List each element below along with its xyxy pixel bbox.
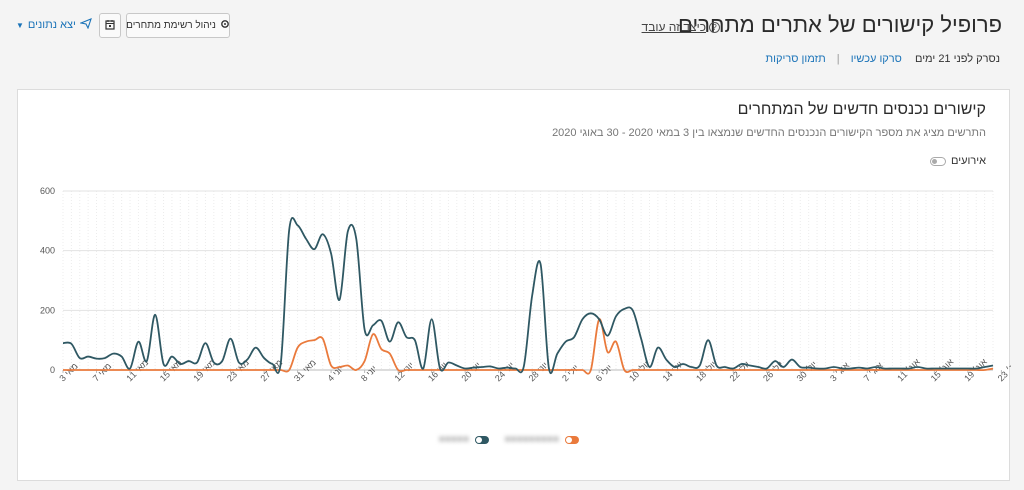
- export-label: יצא נתונים: [27, 19, 76, 31]
- x-tick-label: יולי 6: [594, 363, 615, 384]
- calendar-button[interactable]: [99, 13, 121, 38]
- how-it-works-label: כיצד זה עובד: [641, 20, 706, 34]
- legend-item-orange[interactable]: ■■■■■■■■■: [505, 434, 579, 445]
- manage-competitors-button[interactable]: ניהול רשימת מתחרים: [126, 13, 230, 38]
- legend-label-dark: ■■■■■: [438, 434, 469, 445]
- events-switch: [930, 156, 946, 166]
- y-tick-label: 200: [40, 305, 55, 315]
- events-toggle[interactable]: אירועים: [930, 155, 986, 167]
- calendar-icon: [105, 17, 115, 35]
- page-title: פרופיל קישורים של אתרים מתחרים: [678, 12, 1002, 37]
- x-tick-label: יוני 16: [426, 360, 449, 383]
- x-tick-label: יוני 28: [527, 360, 550, 383]
- y-tick-label: 600: [40, 186, 55, 196]
- how-it-works-link[interactable]: ?כיצד זה עובד: [642, 20, 720, 34]
- crawled-ago-label: נסרק לפני 21 ימים: [914, 53, 1000, 65]
- x-tick-label: אוג׳ 3: [828, 360, 851, 383]
- x-tick-label: יוני 12: [392, 360, 415, 383]
- x-tick-label: יולי 2: [560, 363, 581, 384]
- legend-label-orange: ■■■■■■■■■: [504, 434, 559, 445]
- x-tick-label: יולי 22: [728, 359, 752, 383]
- events-label: אירועים: [951, 155, 986, 167]
- divider: |: [836, 53, 840, 65]
- x-tick-label: אוג׳ 23: [996, 356, 1011, 383]
- schedule-crawls-link[interactable]: תזמון סריקות: [765, 53, 826, 65]
- chart-panel: קישורים נכנסים חדשים של המתחרים התרשים מ…: [17, 89, 1011, 481]
- y-tick-label: 400: [40, 246, 55, 256]
- manage-competitors-label: ניהול רשימת מתחרים: [126, 20, 216, 31]
- series-line-dark: [62, 217, 994, 374]
- series-line-orange: [63, 318, 994, 375]
- legend-swatch-orange: [565, 435, 579, 444]
- y-tick-label: 0: [50, 365, 55, 375]
- legend-item-dark[interactable]: ■■■■■: [439, 434, 489, 445]
- legend-swatch-dark: [475, 435, 489, 444]
- x-tick-label: יוני 24: [493, 360, 516, 383]
- help-icon: ?: [709, 22, 720, 34]
- chart-subtitle: התרשים מציג את מספר הקישורים הנכנסים החד…: [552, 127, 986, 139]
- crawl-now-link[interactable]: סרקו עכשיו: [850, 53, 902, 65]
- export-data-button[interactable]: ▼ יצא נתונים: [16, 18, 92, 32]
- send-icon: [78, 18, 92, 32]
- x-tick-label: יולי 14: [661, 359, 685, 383]
- x-tick-label: מאי 3: [57, 361, 79, 383]
- chevron-down-icon: ▼: [16, 20, 24, 30]
- gear-icon: [220, 19, 230, 32]
- x-tick-label: אוג׳ 7: [862, 360, 885, 383]
- x-tick-label: יוני 20: [460, 360, 483, 383]
- chart-title: קישורים נכנסים חדשים של המתחרים: [737, 101, 986, 118]
- x-tick-label: מאי 7: [91, 361, 113, 383]
- x-tick-label: יולי 30: [795, 359, 819, 383]
- crawl-status-bar: נסרק לפני 21 ימים סרקו עכשיו | תזמון סרי…: [766, 53, 1000, 65]
